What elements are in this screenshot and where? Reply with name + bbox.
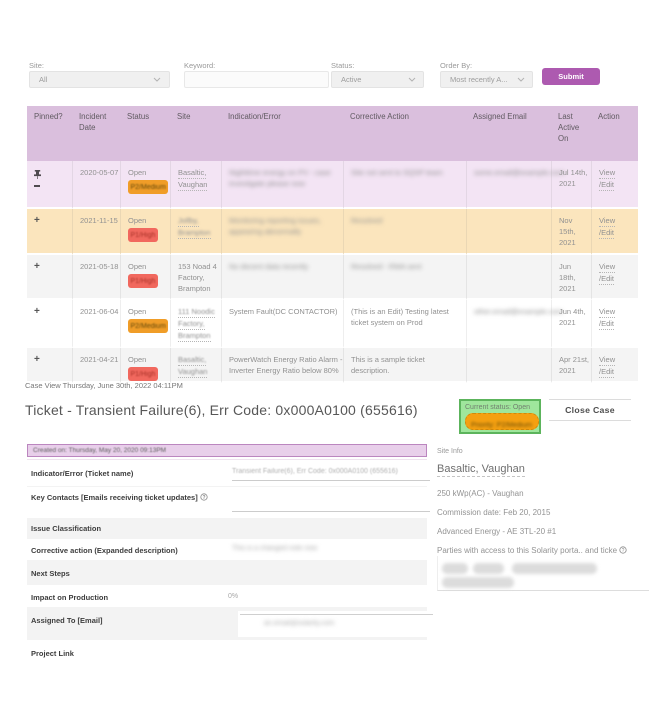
svg-text:?: ?: [202, 495, 205, 501]
svg-text:?: ?: [622, 548, 625, 554]
